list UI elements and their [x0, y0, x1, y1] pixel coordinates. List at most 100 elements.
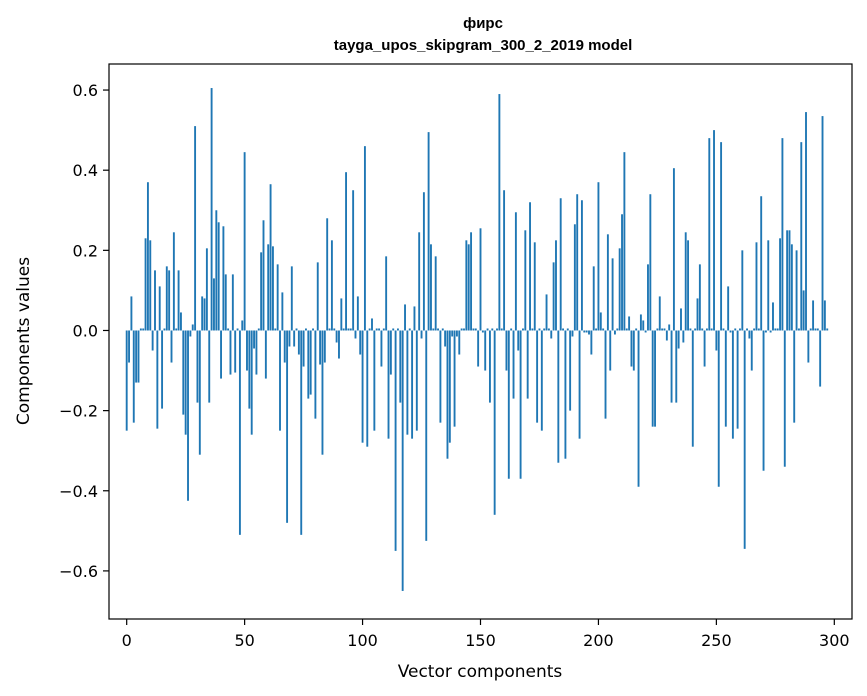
bar-59: [264, 330, 267, 379]
bar-112: [389, 330, 392, 375]
bar-187: [566, 328, 569, 331]
bar-101: [363, 146, 366, 331]
bar-203: [604, 330, 607, 419]
bar-216: [635, 328, 638, 331]
bar-195: [585, 330, 588, 333]
bar-125: [420, 330, 423, 339]
bar-212: [625, 328, 628, 331]
bar-261: [741, 250, 744, 331]
bar-55: [255, 330, 258, 375]
bar-92: [342, 328, 345, 331]
bar-54: [253, 330, 256, 349]
bar-174: [536, 330, 539, 423]
bar-15: [161, 330, 164, 409]
bar-169: [524, 230, 527, 331]
bar-223: [651, 330, 654, 427]
bar-170: [526, 330, 529, 399]
bar-37: [213, 278, 215, 331]
bar-156: [493, 330, 496, 515]
bar-83: [321, 330, 324, 455]
bar-84: [323, 330, 326, 363]
bar-14: [158, 286, 161, 331]
bar-149: [477, 330, 480, 367]
bar-213: [628, 316, 631, 331]
bar-283: [793, 330, 796, 423]
x-tick-label: 100: [347, 631, 378, 650]
bar-276: [776, 328, 779, 331]
bar-245: [703, 330, 706, 367]
bar-296: [823, 300, 826, 331]
bar-52: [248, 330, 251, 409]
bar-47: [236, 328, 239, 331]
bar-158: [498, 94, 501, 331]
bar-82: [319, 330, 322, 365]
bar-177: [543, 328, 546, 331]
bar-134: [441, 328, 444, 331]
x-tick-label: 50: [234, 631, 254, 650]
bar-141: [458, 330, 461, 355]
bar-27: [189, 330, 192, 337]
bar-186: [564, 330, 567, 459]
bar-233: [675, 330, 678, 403]
bar-220: [644, 330, 647, 333]
chart-subtitle: tayga_upos_skipgram_300_2_2019 model: [334, 37, 633, 54]
x-tick-label: 200: [583, 631, 614, 650]
bar-163: [510, 328, 513, 331]
bar-12: [154, 270, 156, 331]
bar-270: [762, 330, 765, 471]
bar-88: [333, 328, 336, 331]
bar-127: [425, 330, 428, 541]
bar-185: [562, 328, 564, 331]
bar-33: [203, 298, 206, 331]
bar-246: [705, 328, 708, 331]
bar-253: [722, 328, 725, 331]
bar-179: [547, 328, 550, 331]
bar-99: [359, 330, 362, 355]
bar-60: [267, 244, 270, 331]
bar-176: [540, 330, 543, 431]
bar-130: [432, 328, 435, 331]
bar-85: [326, 218, 329, 331]
bar-103: [368, 328, 371, 331]
bar-138: [451, 330, 454, 337]
x-axis-label: Vector components: [398, 662, 563, 682]
bar-122: [413, 306, 416, 331]
bar-150: [479, 228, 482, 331]
bar-197: [590, 330, 593, 355]
bar-274: [772, 302, 774, 331]
bar-157: [496, 328, 498, 331]
bar-238: [687, 240, 690, 331]
bar-161: [505, 330, 508, 371]
bar-239: [689, 328, 692, 331]
bar-35: [208, 330, 211, 403]
bar-124: [418, 232, 421, 331]
bar-121: [411, 330, 414, 439]
x-tick-label: 0: [122, 631, 132, 650]
bar-11: [151, 330, 154, 351]
y-tick-label: 0.0: [73, 321, 98, 340]
bar-254: [724, 330, 727, 427]
bar-232: [672, 168, 675, 331]
bar-75: [302, 330, 305, 367]
bar-109: [382, 328, 385, 331]
bar-182: [555, 240, 557, 331]
bar-51: [246, 330, 248, 371]
bar-200: [597, 182, 600, 331]
bar-146: [470, 232, 473, 331]
bar-67: [283, 330, 286, 363]
bar-69: [288, 330, 291, 347]
bar-139: [453, 330, 456, 427]
bar-147: [472, 328, 475, 331]
bar-162: [507, 330, 510, 479]
bar-117: [401, 330, 404, 591]
bar-244: [701, 328, 704, 331]
y-tick-label: 0.4: [73, 161, 98, 180]
bar-210: [621, 214, 623, 331]
bar-89: [335, 330, 338, 343]
bar-123: [415, 330, 418, 431]
bar-252: [720, 142, 723, 331]
bar-215: [632, 330, 635, 371]
bar-36: [210, 88, 213, 331]
y-tick-label: −0.2: [59, 402, 98, 421]
bar-250: [715, 330, 718, 351]
